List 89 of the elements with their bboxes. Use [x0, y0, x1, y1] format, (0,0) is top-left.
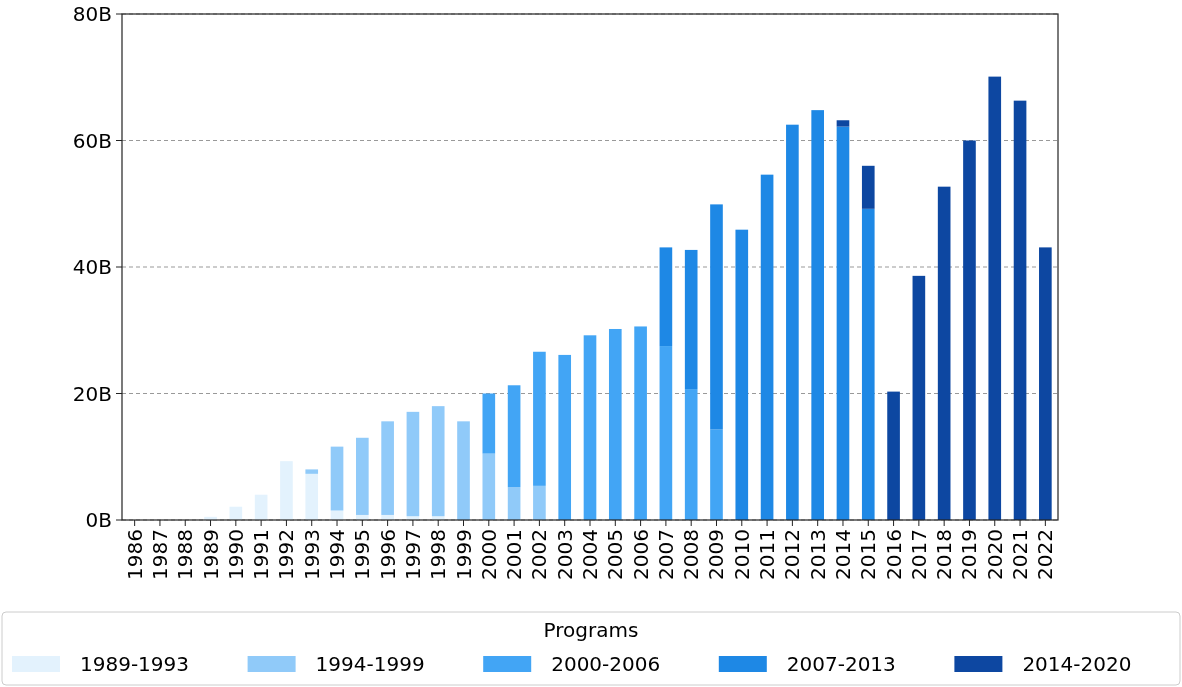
bar	[710, 429, 723, 520]
legend-label: 2007-2013	[786, 652, 896, 676]
y-tick-label: 40B	[72, 255, 112, 279]
x-tick-label: 1998	[426, 529, 451, 580]
bar	[533, 485, 546, 520]
bar	[710, 204, 723, 430]
bar	[330, 446, 344, 511]
bar	[659, 247, 673, 347]
bar	[735, 229, 749, 520]
x-tick-label: 1988	[173, 529, 198, 580]
x-tick-label: 2000	[476, 529, 501, 580]
bar	[760, 174, 774, 520]
bar	[659, 346, 673, 520]
x-tick-label: 2006	[628, 529, 653, 580]
bar	[912, 275, 926, 520]
legend-label: 2000-2006	[551, 652, 661, 676]
x-tick-label: 2015	[856, 529, 881, 580]
bar	[836, 120, 850, 127]
x-tick-label: 2003	[552, 529, 577, 580]
bar	[457, 421, 470, 520]
x-tick-label: 1999	[451, 529, 476, 580]
y-tick-label: 80B	[72, 2, 112, 26]
bar	[482, 393, 496, 454]
bar	[482, 453, 496, 520]
bar	[305, 473, 319, 520]
x-tick-label: 2018	[932, 529, 957, 580]
y-tick-label: 60B	[72, 128, 112, 153]
x-tick-label: 2014	[830, 529, 855, 580]
legend-title: Programs	[543, 618, 639, 642]
bar	[583, 335, 597, 520]
x-tick-label: 2016	[881, 529, 906, 580]
x-tick-label: 2007	[653, 529, 678, 580]
bar	[305, 469, 319, 474]
bar	[634, 326, 647, 520]
bar	[937, 186, 951, 520]
x-tick-label: 1992	[274, 529, 299, 580]
bar	[887, 391, 900, 520]
x-tick-label: 2010	[729, 529, 754, 580]
x-tick-label: 2012	[780, 529, 805, 580]
x-tick-label: 1997	[400, 529, 425, 580]
bar	[684, 389, 698, 520]
bar	[280, 461, 293, 520]
bar	[431, 406, 445, 517]
bar	[533, 351, 546, 486]
bar	[1013, 100, 1027, 520]
x-tick-label: 2020	[982, 529, 1007, 580]
x-tick-label: 2002	[527, 529, 552, 580]
x-tick-label: 2004	[578, 529, 602, 580]
bar	[507, 385, 521, 488]
bar	[811, 110, 824, 520]
legend-label: 1989-1993	[80, 652, 190, 676]
x-tick-label: 1993	[299, 529, 324, 580]
x-tick-label: 2011	[755, 529, 780, 580]
bar	[254, 494, 268, 520]
x-tick-label: 2009	[704, 529, 729, 580]
x-tick-label: 1991	[249, 529, 274, 580]
x-tick-label: 1996	[375, 529, 400, 580]
x-tick-label: 1986	[122, 529, 147, 580]
x-tick-label: 1994	[325, 529, 350, 580]
bar	[988, 76, 1002, 520]
legend-label: 1994-1999	[315, 652, 425, 676]
y-tick-label: 0B	[85, 508, 112, 532]
legend-label: 2014-2020	[1022, 652, 1132, 676]
bar	[1039, 247, 1052, 520]
bar	[558, 354, 572, 520]
bar	[786, 124, 799, 520]
x-tick-label: 1995	[350, 529, 375, 580]
bar	[507, 487, 521, 520]
bar	[836, 126, 850, 520]
x-tick-label: 2022	[1033, 529, 1058, 580]
bar	[684, 249, 698, 390]
bar	[381, 421, 394, 515]
bar	[963, 140, 976, 520]
bar	[356, 437, 369, 515]
x-tick-label: 2013	[805, 529, 830, 580]
bar	[861, 165, 875, 209]
x-tick-label: 2021	[1008, 529, 1033, 580]
y-tick-label: 20B	[72, 381, 112, 406]
x-tick-label: 1987	[147, 529, 172, 580]
bar	[861, 208, 875, 520]
x-tick-label: 2001	[502, 529, 527, 580]
x-tick-label: 1989	[198, 529, 223, 580]
bar	[608, 328, 622, 520]
bar	[406, 411, 420, 517]
x-tick-label: 2019	[957, 529, 982, 580]
x-tick-label: 2008	[679, 529, 704, 580]
x-tick-label: 2017	[906, 529, 931, 580]
x-tick-label: 1990	[223, 529, 248, 580]
x-tick-label: 2005	[603, 529, 628, 580]
